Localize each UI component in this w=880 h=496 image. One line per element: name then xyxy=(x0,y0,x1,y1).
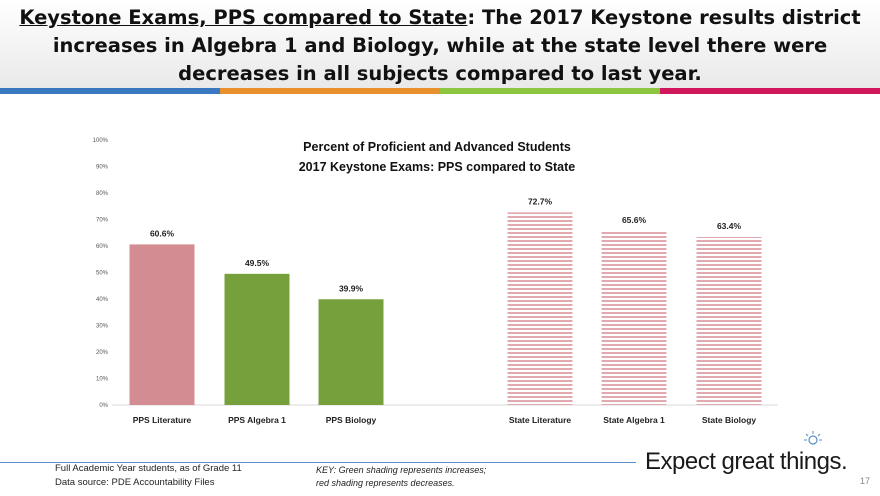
slide-title-underlined: Keystone Exams, PPS compared to State xyxy=(19,6,468,29)
slide-title-rest: : The 2017 Keystone results district inc… xyxy=(52,6,861,85)
y-tick-label: 80% xyxy=(96,191,109,197)
y-tick-label: 50% xyxy=(96,271,109,277)
bar xyxy=(129,244,195,405)
footer-key: KEY: Green shading represents increases;… xyxy=(316,464,486,490)
chart-title-line: 2017 Keystone Exams: PPS compared to Sta… xyxy=(299,160,576,174)
y-tick-label: 90% xyxy=(96,165,109,171)
y-tick-label: 70% xyxy=(96,218,109,224)
page-number: 17 xyxy=(860,476,871,486)
data-label: 65.6% xyxy=(622,215,647,225)
y-tick-label: 40% xyxy=(96,297,109,303)
bar xyxy=(601,231,667,405)
data-label: 39.9% xyxy=(339,283,364,293)
x-tick-label: PPS Biology xyxy=(326,415,377,425)
y-tick-label: 30% xyxy=(96,324,109,330)
slide-header: Keystone Exams, PPS compared to State: T… xyxy=(0,0,880,88)
footer-note-line2: Data source: PDE Accountability Files xyxy=(55,477,215,488)
stripe-green xyxy=(440,88,660,94)
bar xyxy=(224,273,290,405)
data-label: 63.4% xyxy=(717,221,742,231)
x-tick-label: State Algebra 1 xyxy=(603,415,665,425)
data-label: 49.5% xyxy=(245,258,270,268)
y-tick-label: 10% xyxy=(96,377,109,383)
x-tick-label: PPS Literature xyxy=(133,415,192,425)
footer-key-line2: red shading represents decreases. xyxy=(316,478,455,488)
y-tick-label: 0% xyxy=(99,403,108,409)
data-label: 72.7% xyxy=(528,196,553,206)
stripe-magenta xyxy=(660,88,880,94)
x-tick-label: PPS Algebra 1 xyxy=(228,415,286,425)
x-tick-label: State Biology xyxy=(702,415,757,425)
brand-tagline: Expect great things. xyxy=(645,448,848,475)
footer-note-line1: Full Academic Year students, as of Grade… xyxy=(55,463,242,474)
color-stripe xyxy=(0,88,880,94)
x-tick-label: State Literature xyxy=(509,415,572,425)
bar xyxy=(696,236,762,405)
stripe-blue xyxy=(0,88,220,94)
slide-title: Keystone Exams, PPS compared to State: T… xyxy=(10,4,870,88)
stripe-orange xyxy=(220,88,440,94)
data-label: 60.6% xyxy=(150,228,175,238)
y-tick-label: 20% xyxy=(96,350,109,356)
y-tick-label: 60% xyxy=(96,244,109,250)
footer-notes: Full Academic Year students, as of Grade… xyxy=(55,462,242,490)
bar xyxy=(507,212,573,405)
chart-title-line: Percent of Proficient and Advanced Stude… xyxy=(303,140,571,154)
y-tick-label: 100% xyxy=(93,138,109,144)
lightbulb-icon xyxy=(804,431,822,445)
footer-key-line1: KEY: Green shading represents increases; xyxy=(316,465,487,475)
bar xyxy=(318,299,384,405)
footer-divider xyxy=(0,462,636,463)
